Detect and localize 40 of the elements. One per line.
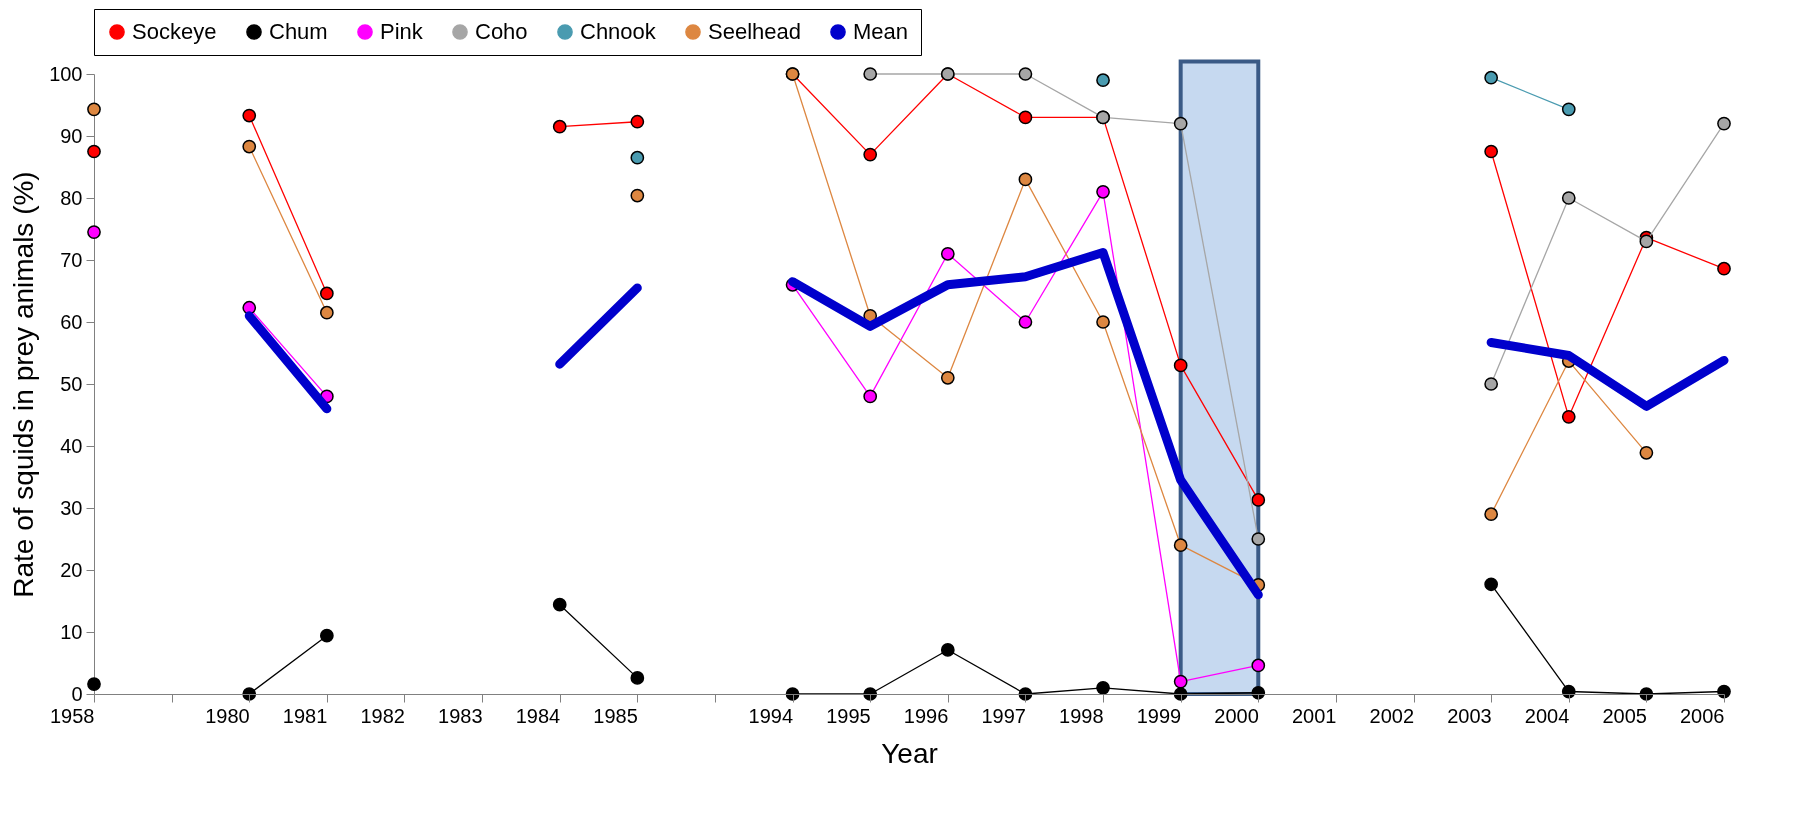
legend-label: Chnook [580,19,657,44]
x-tick-label: 2000 [1214,704,1259,727]
x-tick-label: 1983 [438,704,483,727]
x-tick-label: 2006 [1680,704,1725,727]
y-tick-label: 100 [49,62,83,85]
legend-label: Pink [380,19,424,44]
y-tick-label: 30 [60,496,83,519]
y-tick-label: 10 [60,620,83,643]
x-tick-label: 2005 [1602,704,1647,727]
x-tick-label: 2002 [1369,704,1415,727]
x-tick-label: 1994 [748,704,794,727]
x-tick-label: 2004 [1524,704,1570,727]
y-axis-title: Rate of squids in prey animals (%) [8,171,40,598]
x-tick-label: 1958 [50,704,95,727]
legend-label: Chum [269,19,328,44]
y-tick-label: 40 [60,434,83,457]
legend-label: Coho [475,19,528,44]
legend-label: Seelhead [708,19,801,44]
y-tick-label: 90 [60,124,83,147]
legend-label: Sockeye [132,19,217,44]
x-tick-label: 1981 [282,704,328,727]
y-tick-label: 70 [60,248,83,271]
legend-label: Mean [853,19,909,44]
x-tick-label: 1980 [205,704,250,727]
x-tick-label: 1999 [1136,704,1182,727]
x-tick-label: 1998 [1059,704,1104,727]
y-tick-label: 0 [71,682,83,705]
x-tick-label: 1984 [515,704,561,727]
x-tick-label: 1997 [981,704,1026,727]
y-tick-label: 60 [60,310,83,333]
x-axis-title: Year [881,737,938,769]
y-tick-label: 80 [60,186,83,209]
x-tick-label: 1996 [903,704,949,727]
y-tick-label: 50 [60,372,83,395]
y-tick-label: 20 [60,558,83,581]
x-tick-label: 2003 [1447,704,1492,727]
x-tick-label: 1982 [360,704,405,727]
x-tick-label: 1985 [593,704,638,727]
x-tick-label: 2001 [1291,704,1337,727]
x-tick-label: 1995 [826,704,871,727]
